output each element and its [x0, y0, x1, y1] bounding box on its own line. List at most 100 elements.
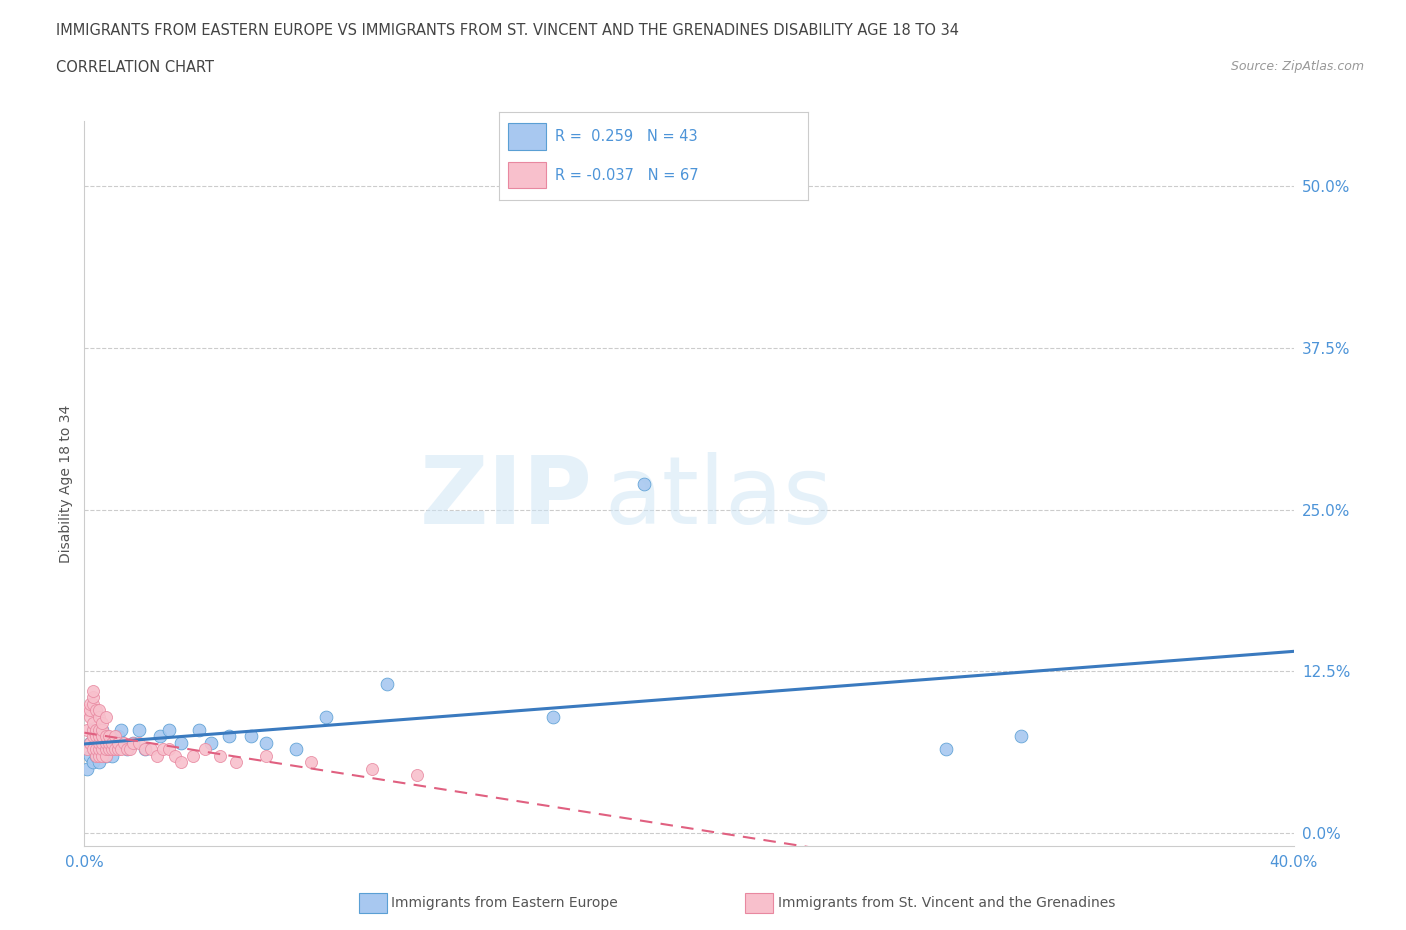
Point [82, 742, 104, 757]
Point [188, 723, 211, 737]
Point [110, 723, 132, 737]
Point [89, 748, 111, 763]
Text: R = -0.037   N = 67: R = -0.037 N = 67 [555, 167, 699, 182]
Point [76, 742, 98, 757]
Point [86, 729, 108, 744]
Point [170, 736, 193, 751]
Point [157, 723, 180, 737]
Point [375, 677, 398, 692]
Point [157, 742, 180, 757]
Point [89, 736, 111, 751]
Point [86, 729, 108, 744]
Point [94, 748, 117, 763]
Point [284, 742, 308, 757]
Point [94, 729, 117, 744]
Point [115, 742, 138, 757]
Point [134, 742, 156, 757]
Point [170, 754, 193, 769]
Point [82, 684, 104, 698]
Point [94, 742, 117, 757]
Point [163, 748, 186, 763]
Point [97, 736, 120, 751]
Point [79, 736, 101, 751]
Y-axis label: Disability Age 18 to 34: Disability Age 18 to 34 [59, 405, 73, 563]
Point [128, 736, 150, 751]
Point [406, 767, 429, 782]
Text: CORRELATION CHART: CORRELATION CHART [56, 60, 214, 75]
Point [254, 748, 277, 763]
Point [79, 703, 101, 718]
Point [86, 703, 108, 718]
Point [149, 729, 172, 744]
Point [541, 710, 564, 724]
Text: Source: ZipAtlas.com: Source: ZipAtlas.com [1230, 60, 1364, 73]
Point [82, 716, 104, 731]
Point [89, 754, 111, 769]
Point [299, 754, 322, 769]
Point [146, 748, 169, 763]
Point [218, 729, 240, 744]
Point [239, 729, 262, 744]
Point [89, 729, 111, 744]
Point [107, 742, 129, 757]
Point [107, 729, 129, 744]
Point [97, 742, 120, 757]
Point [86, 748, 108, 763]
Point [82, 723, 104, 737]
Point [100, 748, 122, 763]
Point [91, 736, 114, 751]
Point [1010, 729, 1032, 744]
Point [100, 742, 122, 757]
Point [76, 761, 98, 776]
Point [89, 742, 111, 757]
Point [315, 710, 337, 724]
Point [97, 736, 120, 751]
Text: Immigrants from St. Vincent and the Grenadines: Immigrants from St. Vincent and the Gren… [778, 896, 1115, 910]
Point [86, 723, 108, 737]
Point [107, 736, 129, 751]
Point [225, 754, 247, 769]
Point [89, 723, 111, 737]
Point [97, 729, 120, 744]
Point [128, 723, 150, 737]
Point [86, 748, 108, 763]
Bar [509, 123, 546, 150]
Point [82, 723, 104, 737]
Point [194, 742, 217, 757]
Point [110, 742, 132, 757]
Point [86, 742, 108, 757]
Point [82, 754, 104, 769]
Point [254, 736, 277, 751]
Point [97, 742, 120, 757]
Point [104, 736, 127, 751]
Point [94, 748, 117, 763]
Point [209, 748, 232, 763]
Point [89, 703, 111, 718]
Point [360, 761, 382, 776]
Point [91, 716, 114, 731]
Point [94, 729, 117, 744]
Point [82, 690, 104, 705]
Point [91, 736, 114, 751]
Point [118, 742, 141, 757]
Point [633, 476, 655, 491]
Text: atlas: atlas [605, 452, 832, 544]
Point [152, 742, 174, 757]
Point [94, 710, 117, 724]
Point [100, 736, 122, 751]
Point [91, 723, 114, 737]
Point [91, 742, 114, 757]
Text: IMMIGRANTS FROM EASTERN EUROPE VS IMMIGRANTS FROM ST. VINCENT AND THE GRENADINES: IMMIGRANTS FROM EASTERN EUROPE VS IMMIGR… [56, 23, 959, 38]
Point [115, 742, 138, 757]
Point [89, 710, 111, 724]
Bar [509, 162, 546, 189]
Point [181, 748, 204, 763]
Point [94, 736, 117, 751]
Point [89, 742, 111, 757]
Point [76, 723, 98, 737]
Text: Immigrants from Eastern Europe: Immigrants from Eastern Europe [391, 896, 617, 910]
Point [82, 697, 104, 711]
Point [121, 736, 143, 751]
Point [76, 703, 98, 718]
Point [112, 736, 135, 751]
